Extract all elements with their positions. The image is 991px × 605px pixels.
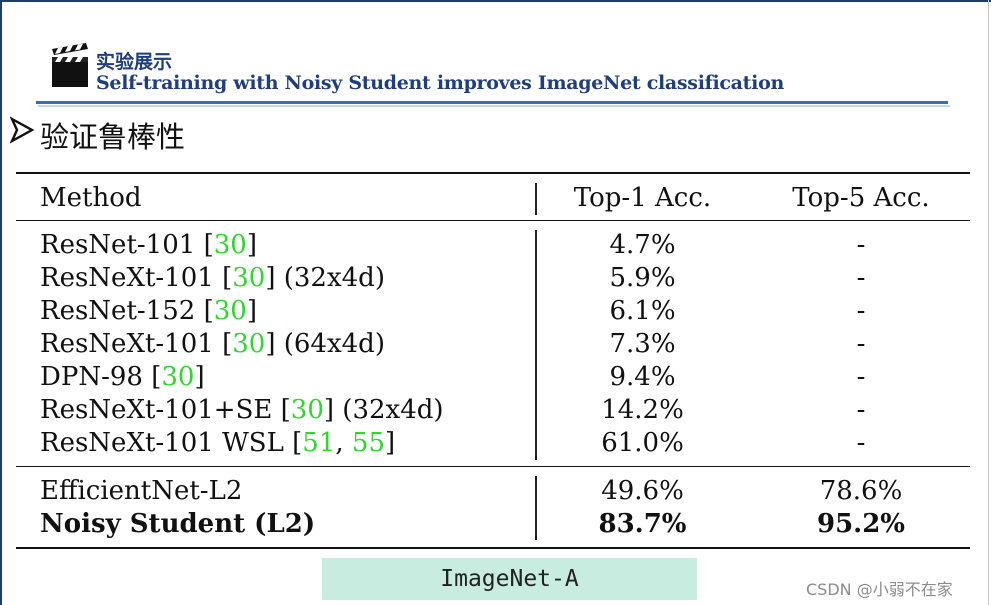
- citation-link: 30: [213, 230, 247, 260]
- method-cell: ResNet-152 [30]: [40, 296, 257, 326]
- method-cell: ResNeXt-101+SE [30] (32x4d): [40, 395, 444, 425]
- top5-cell: -: [856, 230, 866, 260]
- slide-top-border: [0, 0, 991, 2]
- top5-cell: 95.2%: [816, 509, 906, 539]
- citation-link: 55: [351, 428, 386, 458]
- top5-cell: -: [856, 263, 866, 293]
- table-top-rule: [16, 172, 970, 174]
- method-name: DPN-98 [: [40, 362, 162, 392]
- method-cell: ResNeXt-101 [30] (32x4d): [40, 263, 385, 293]
- citation-separator: ,: [335, 428, 352, 458]
- column-header-top1: Top-1 Acc.: [573, 183, 712, 213]
- section-heading-text: 验证鲁棒性: [40, 120, 186, 154]
- column-header-method: Method: [40, 183, 142, 213]
- method-cell: EfficientNet-L2: [40, 476, 243, 506]
- method-suffix: ]: [246, 296, 257, 326]
- top5-cell: -: [856, 428, 866, 458]
- citation-link: 30: [161, 362, 195, 392]
- method-cell: ResNet-101 [30]: [40, 230, 257, 260]
- slide-left-border: [0, 0, 2, 605]
- slide-right-border: [988, 0, 989, 605]
- top1-cell: 7.3%: [609, 329, 676, 359]
- method-suffix: ] (32x4d): [323, 395, 444, 425]
- header-title: 实验展示: [96, 51, 173, 73]
- method-suffix: ] (32x4d): [265, 263, 385, 293]
- arrow-bullet-icon: [10, 116, 34, 144]
- citation-link: 30: [213, 296, 247, 326]
- method-name: ResNeXt-101 [: [40, 329, 233, 359]
- method-cell: ResNeXt-101 WSL [51, 55]: [40, 428, 395, 458]
- caption-text: ImageNet-A: [440, 566, 579, 592]
- top1-cell: 5.9%: [609, 263, 676, 293]
- method-suffix: ]: [385, 428, 396, 458]
- method-suffix: ]: [194, 362, 205, 392]
- method-name: ResNet-152 [: [40, 296, 214, 326]
- method-name: ResNeXt-101 WSL [: [40, 428, 303, 458]
- method-name: ResNeXt-101 [: [40, 263, 233, 293]
- method-suffix: ] (64x4d): [265, 329, 385, 359]
- caption-box: ImageNet-A: [322, 558, 697, 600]
- table-header-vrule: [535, 183, 537, 215]
- top5-cell: -: [856, 362, 866, 392]
- method-cell: Noisy Student (L2): [40, 509, 316, 539]
- top5-cell: -: [856, 395, 866, 425]
- header-rule: [36, 101, 948, 104]
- method-suffix: ]: [246, 230, 257, 260]
- method-name: ResNet-101 [: [40, 230, 214, 260]
- table-group1-vrule: [535, 230, 537, 460]
- clapperboard-icon: [52, 43, 88, 87]
- header-rule-shadow: [38, 105, 950, 107]
- top5-cell: -: [856, 329, 866, 359]
- table-header-rule: [16, 220, 970, 221]
- top1-cell: 83.7%: [598, 509, 687, 539]
- column-header-top5: Top-5 Acc.: [792, 183, 930, 213]
- top1-cell: 4.7%: [609, 230, 676, 260]
- top5-cell: -: [856, 296, 866, 326]
- top1-cell: 61.0%: [601, 428, 684, 458]
- top1-cell: 14.2%: [601, 395, 684, 425]
- table-bottom-rule: [16, 547, 970, 549]
- method-cell: ResNeXt-101 [30] (64x4d): [40, 329, 385, 359]
- top1-cell: 49.6%: [601, 476, 684, 506]
- watermark: CSDN @小弱不在家: [806, 580, 953, 599]
- table-group-rule: [16, 466, 970, 467]
- citation-link: 30: [232, 263, 266, 293]
- citation-link: 30: [232, 329, 266, 359]
- method-cell: DPN-98 [30]: [40, 362, 205, 392]
- citation-link: 51: [302, 428, 336, 458]
- top5-cell: 78.6%: [819, 476, 903, 506]
- citation-link: 30: [290, 395, 324, 425]
- table-group2-vrule: [535, 476, 537, 540]
- top1-cell: 9.4%: [609, 362, 676, 392]
- top1-cell: 6.1%: [609, 296, 676, 326]
- header-subtitle: Self-training with Noisy Student improve…: [96, 72, 784, 94]
- method-name: ResNeXt-101+SE [: [40, 395, 291, 425]
